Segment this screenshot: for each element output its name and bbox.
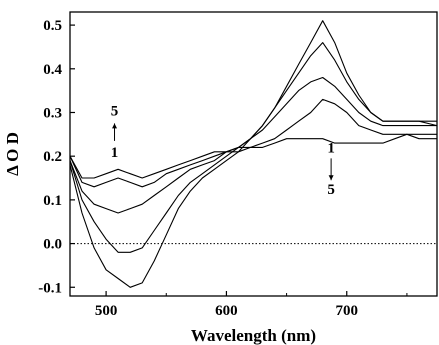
axes-group: -0.1 0.0 0.1 0.2 0.3 0.4 0.5 500 600 700 xyxy=(38,18,408,319)
y-tick-label: 0.2 xyxy=(43,149,62,165)
trend-arrow xyxy=(112,123,118,141)
trend-label: 5 xyxy=(327,182,335,198)
x-tick-label: 500 xyxy=(95,303,118,319)
x-axis-label: Wavelength (nm) xyxy=(191,326,316,345)
series-line-3 xyxy=(69,76,437,214)
plot-area xyxy=(69,11,438,297)
trend-label: 5 xyxy=(111,103,119,119)
series-group xyxy=(69,20,438,288)
trend-label: 1 xyxy=(111,145,119,161)
trend-label: 1 xyxy=(327,140,335,156)
y-tick-label: 0.5 xyxy=(43,18,62,34)
y-tick-label: 0.0 xyxy=(43,237,62,253)
y-tick-label: -0.1 xyxy=(38,280,62,296)
y-tick-label: 0.1 xyxy=(43,193,62,209)
series-line-2 xyxy=(69,98,437,188)
trend-arrow xyxy=(328,158,334,181)
plot-frame xyxy=(69,11,438,297)
y-tick-label: 0.3 xyxy=(43,105,62,121)
y-tick-label: 0.4 xyxy=(43,62,62,78)
series-line-1 xyxy=(69,133,437,179)
x-tick-label: 600 xyxy=(215,303,238,319)
annotations-group: 5 1 1 5 xyxy=(111,103,335,198)
x-tick-label: 700 xyxy=(336,303,359,319)
y-axis-label: Δ O D xyxy=(3,132,22,176)
series-line-5 xyxy=(69,20,438,288)
